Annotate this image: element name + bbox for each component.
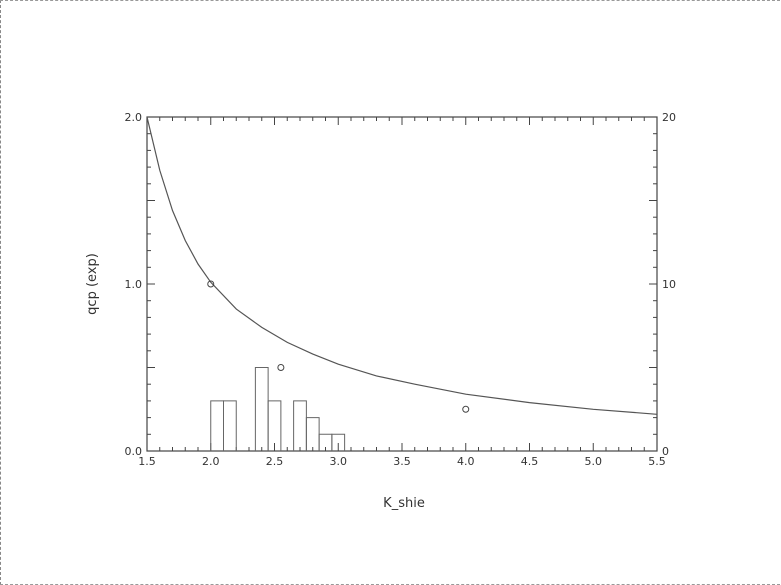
- tick-labels: 1.5 2.0 2.5 3.0 3.5 4.0 4.5 5.0 5.5 0.0 1.0 2.0 0 10 2…: [125, 111, 677, 468]
- x-tick-label: 1.5: [138, 455, 156, 468]
- x-axis-title: K_shie: [383, 496, 425, 511]
- histogram-bar: [293, 400, 307, 451]
- x-tick-label: 3.5: [393, 455, 411, 468]
- histogram-bars: [210, 367, 346, 451]
- histogram-bar: [223, 400, 237, 451]
- histogram-bar: [267, 400, 282, 451]
- x-tick-label: 4.5: [521, 455, 539, 468]
- histogram-bar: [331, 433, 346, 451]
- y2-tick-label: 10: [662, 278, 676, 291]
- data-point: [277, 364, 285, 371]
- x-tick-label: 5.0: [585, 455, 603, 468]
- x-tick-label: 4.0: [457, 455, 475, 468]
- histogram-bar: [305, 417, 320, 451]
- x-tick-label: 2.0: [202, 455, 220, 468]
- fit-curve: [146, 116, 658, 415]
- x-tick-label: 2.5: [266, 455, 284, 468]
- y-tick-label: 2.0: [125, 111, 143, 124]
- y2-tick-label: 0: [662, 445, 669, 458]
- y-axis-title: qcp (exp): [85, 253, 100, 315]
- histogram-bar: [210, 400, 224, 451]
- y-tick-label: 0.0: [125, 445, 143, 458]
- y-tick-label: 1.0: [125, 278, 143, 291]
- y2-tick-label: 20: [662, 111, 676, 124]
- data-point: [462, 405, 470, 413]
- data-point: [207, 280, 215, 288]
- x-tick-label: 5.5: [648, 455, 666, 468]
- histogram-bar: [254, 367, 269, 451]
- data-points: [207, 280, 470, 413]
- x-tick-label: 3.0: [330, 455, 348, 468]
